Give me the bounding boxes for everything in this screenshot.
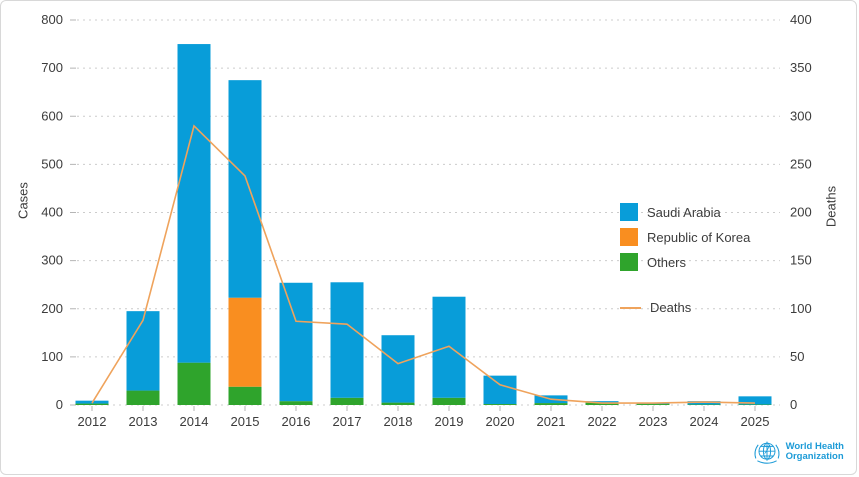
legend-item-others: Others <box>620 253 750 271</box>
bar-segment-2022-saudi-arabia <box>585 401 619 403</box>
bar-segment-2015-republic-of-korea <box>228 297 262 387</box>
svg-text:0: 0 <box>56 397 63 412</box>
svg-text:2020: 2020 <box>486 414 515 429</box>
svg-text:2025: 2025 <box>741 414 770 429</box>
x-axis-labels: 2012 2013 2014 2015 2016 2017 2018 2019 2020 2021… <box>78 414 770 429</box>
bar-segment-2013-saudi-arabia <box>126 311 160 391</box>
svg-text:50: 50 <box>790 349 804 364</box>
legend-swatch-republic-of-korea-icon <box>620 228 638 246</box>
svg-text:200: 200 <box>41 301 63 316</box>
svg-text:2013: 2013 <box>129 414 158 429</box>
svg-text:2024: 2024 <box>690 414 719 429</box>
deaths-line <box>91 124 756 404</box>
bar-segment-2016-saudi-arabia <box>279 282 313 402</box>
bars <box>75 44 772 405</box>
svg-text:600: 600 <box>41 108 63 123</box>
svg-text:400: 400 <box>790 12 812 27</box>
legend: Saudi Arabia Republic of Korea Others De… <box>620 203 750 315</box>
svg-text:2023: 2023 <box>639 414 668 429</box>
svg-text:800: 800 <box>41 12 63 27</box>
bar-segment-2012-others <box>75 403 109 405</box>
bar-segment-2016-others <box>279 401 313 405</box>
svg-text:2014: 2014 <box>180 414 209 429</box>
svg-text:300: 300 <box>41 253 63 268</box>
bar-segment-2013-others <box>126 390 160 405</box>
legend-swatch-saudi-arabia-icon <box>620 203 638 221</box>
svg-text:500: 500 <box>41 156 63 171</box>
svg-text:0: 0 <box>790 397 797 412</box>
who-wordmark-line1: World Health <box>785 440 844 452</box>
bar-segment-2014-others <box>177 362 211 405</box>
legend-label-republic-of-korea: Republic of Korea <box>647 229 751 245</box>
svg-text:400: 400 <box>41 205 63 220</box>
svg-text:2019: 2019 <box>435 414 464 429</box>
y-axis-title-deaths: Deaths <box>823 185 839 228</box>
who-wordmark-line2: Organization <box>785 451 844 462</box>
legend-label-others: Others <box>647 254 687 270</box>
svg-text:700: 700 <box>41 60 63 75</box>
svg-text:200: 200 <box>790 205 812 220</box>
svg-text:2017: 2017 <box>333 414 362 429</box>
line-series <box>91 124 756 404</box>
legend-item-deaths: Deaths <box>620 300 750 315</box>
bar-segment-2021-others <box>534 403 568 405</box>
legend-line-sample-icon <box>620 306 641 309</box>
who-logo: World Health Organization <box>751 436 844 468</box>
y-axis-title-cases: Cases <box>15 182 31 219</box>
bar-segment-2015-others <box>228 386 262 405</box>
bar-segment-2023-others <box>636 404 670 405</box>
svg-text:100: 100 <box>790 301 812 316</box>
bar-segment-2018-others <box>381 402 415 405</box>
right-axis-tick-labels: 0 50 100 150 200 250 300 350 400 <box>790 12 812 412</box>
legend-item-saudi-arabia: Saudi Arabia <box>620 203 750 221</box>
svg-text:2018: 2018 <box>384 414 413 429</box>
axis-tick-marks <box>70 19 756 411</box>
svg-text:150: 150 <box>790 253 812 268</box>
svg-text:300: 300 <box>790 108 812 123</box>
legend-item-republic-of-korea: Republic of Korea <box>620 228 750 246</box>
svg-text:2015: 2015 <box>231 414 260 429</box>
bar-segment-2015-saudi-arabia <box>228 80 262 298</box>
svg-text:350: 350 <box>790 60 812 75</box>
legend-label-saudi-arabia: Saudi Arabia <box>647 204 721 220</box>
bar-segment-2020-saudi-arabia <box>483 375 517 405</box>
svg-text:2016: 2016 <box>282 414 311 429</box>
bar-segment-2020-others <box>483 404 517 405</box>
svg-text:100: 100 <box>41 349 63 364</box>
bar-segment-2025-saudi-arabia <box>738 396 772 405</box>
bar-segment-2018-saudi-arabia <box>381 335 415 403</box>
svg-text:2022: 2022 <box>588 414 617 429</box>
who-emblem-icon <box>754 441 780 464</box>
bar-segment-2017-saudi-arabia <box>330 282 364 398</box>
svg-text:250: 250 <box>790 156 812 171</box>
left-axis-tick-labels: 0 100 200 300 400 500 600 700 800 <box>41 12 63 412</box>
svg-text:2012: 2012 <box>78 414 107 429</box>
bar-segment-2014-saudi-arabia <box>177 44 211 363</box>
svg-text:2021: 2021 <box>537 414 566 429</box>
legend-label-deaths: Deaths <box>650 300 692 315</box>
bar-segment-2017-others <box>330 397 364 405</box>
bar-segment-2019-others <box>432 397 466 405</box>
legend-swatch-others-icon <box>620 253 638 271</box>
